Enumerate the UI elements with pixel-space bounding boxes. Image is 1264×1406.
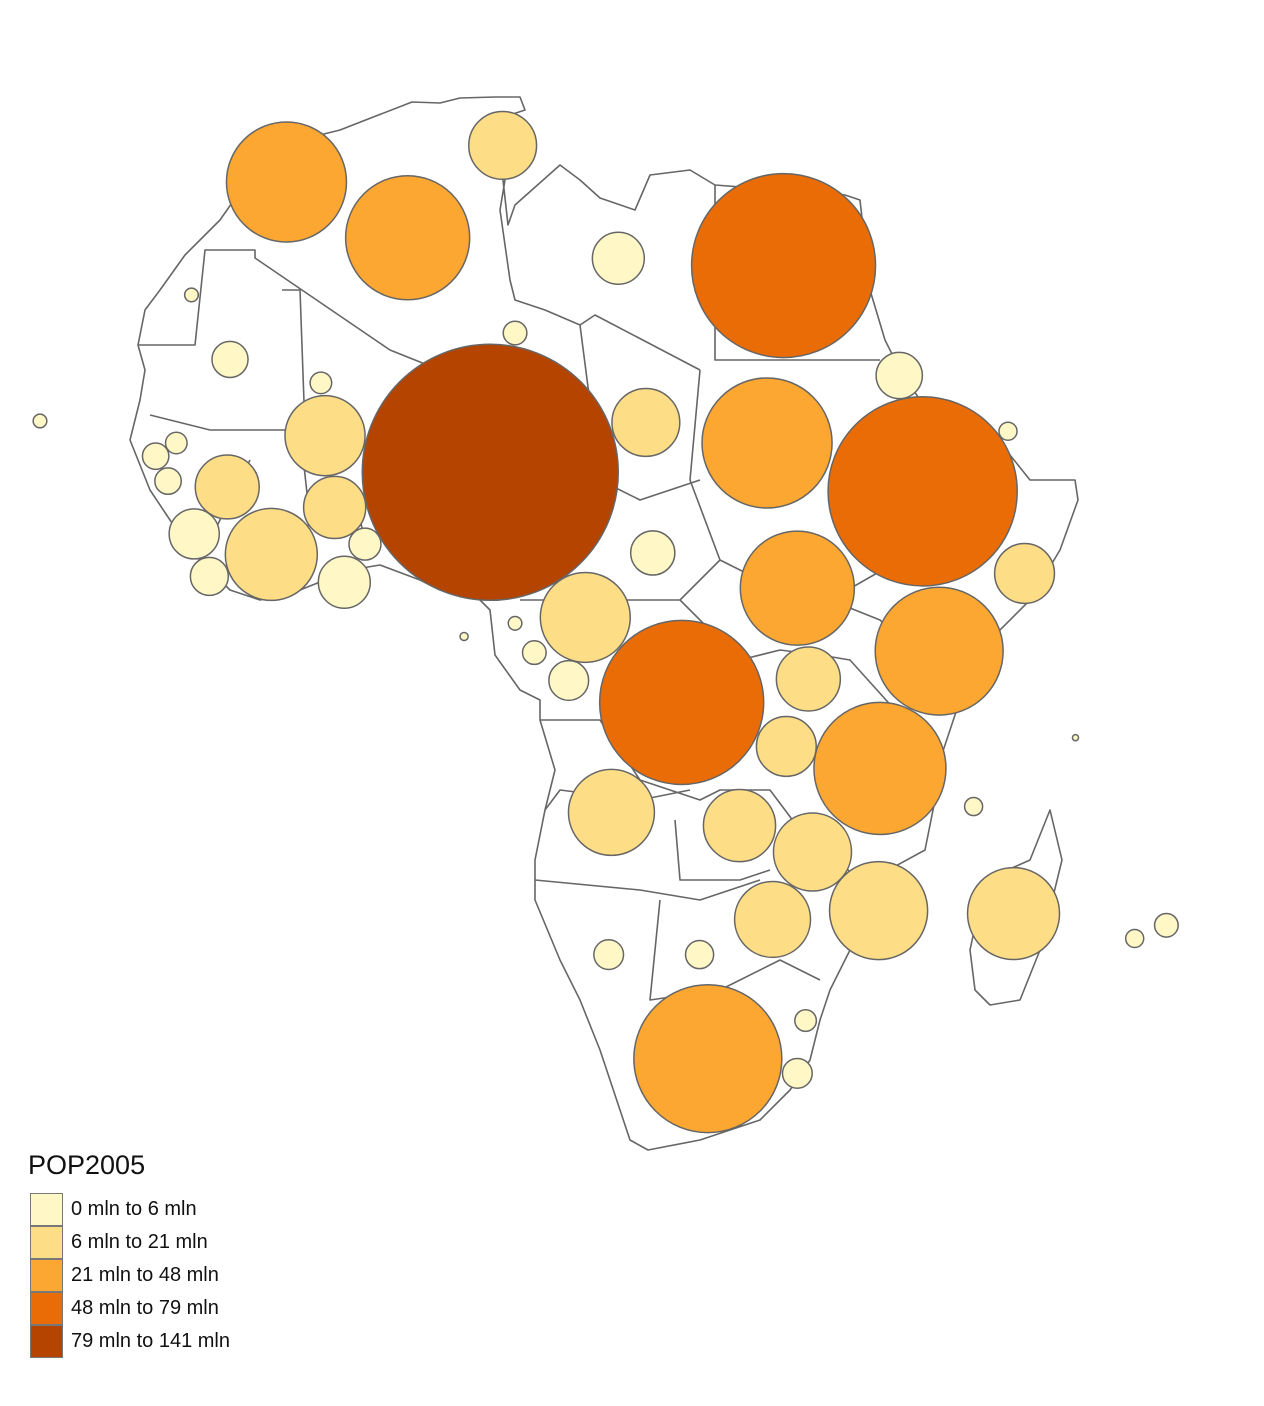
population-bubble [701,377,833,509]
legend-label: 79 mln to 141 mln [71,1330,230,1352]
population-bubble [225,121,348,243]
population-bubble [521,640,547,666]
population-bubble [189,556,230,597]
population-bubble [539,571,631,664]
legend-title: POP2005 [28,1150,146,1180]
population-bubble [284,394,366,477]
population-bubble [593,939,625,971]
population-bubble [1071,733,1080,742]
legend-item: 21 mln to 48 mln [28,1259,230,1292]
legend-label: 21 mln to 48 mln [71,1264,219,1286]
legend: POP2005 0 mln to 6 mln 6 mln to 21 mln 21 … [28,1150,230,1358]
population-bubble [963,796,984,817]
legend-swatch [30,1259,63,1292]
population-bubble [874,586,1004,716]
population-bubble [875,351,924,400]
population-bubble [702,788,777,863]
population-bubble [361,343,620,602]
population-bubble [194,454,260,520]
population-bubbles [32,110,1179,1134]
population-bubble [467,110,538,181]
population-bubble [211,340,249,379]
population-bubble [633,983,783,1134]
population-bubble [502,320,528,346]
population-bubble [168,508,221,560]
population-bubble [309,371,333,395]
population-bubble [739,530,856,646]
population-bubble [183,287,200,303]
legend-label: 6 mln to 21 mln [71,1231,208,1253]
population-bubble [591,231,646,285]
population-bubble [567,768,656,857]
population-bubble [794,1009,818,1033]
population-bubble [828,860,929,961]
population-bubble [224,507,319,602]
population-bubble [827,396,1018,587]
legend-swatch [30,1226,63,1259]
population-bubble [755,715,817,778]
population-bubble [32,413,48,429]
population-bubble [966,866,1061,961]
legend-item: 6 mln to 21 mln [28,1226,230,1259]
population-bubble [813,701,947,836]
population-bubble [317,555,372,609]
legend-item: 79 mln to 141 mln [28,1325,230,1358]
population-bubble [690,172,877,359]
legend-item: 0 mln to 6 mln [28,1193,230,1226]
population-bubble [611,387,681,458]
population-bubble [302,475,367,540]
population-bubble [154,467,183,496]
population-bubble [141,442,170,471]
legend-label: 48 mln to 79 mln [71,1297,219,1319]
legend-swatch [30,1193,63,1226]
population-bubble [598,619,765,786]
legend-swatch [30,1325,63,1358]
legend-item: 48 mln to 79 mln [28,1292,230,1325]
population-bubble [993,542,1056,605]
population-bubble [629,530,676,576]
population-bubble [775,646,842,712]
population-bubble [548,659,590,702]
population-bubble [998,421,1018,442]
population-bubble [507,615,523,631]
population-bubble [164,431,188,455]
population-bubble [684,939,715,970]
population-bubble [1124,928,1145,949]
population-bubble [781,1057,813,1089]
population-bubble [733,880,812,959]
population-bubble [1153,912,1179,938]
population-bubble [459,631,469,642]
legend-label: 0 mln to 6 mln [71,1198,197,1220]
population-bubble [348,527,382,561]
population-bubble [772,812,853,892]
population-bubble [344,174,471,301]
legend-swatch [30,1292,63,1325]
